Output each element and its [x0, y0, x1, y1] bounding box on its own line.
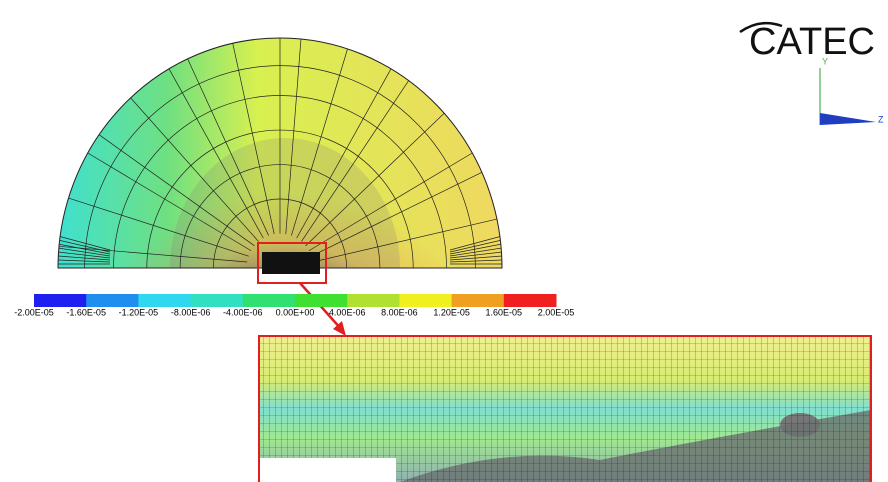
colorbar-label: -1.60E-05: [66, 307, 106, 317]
z-axis-label: Z: [878, 114, 884, 124]
colorbar-label: 1.60E-05: [486, 307, 523, 317]
colorbar-segment: [86, 294, 139, 307]
colorbar-label: 2.00E-05: [538, 307, 575, 317]
colorbar-segment: [191, 294, 244, 307]
inset-void: [260, 458, 396, 482]
colorbar-segment: [504, 294, 557, 307]
colorbar-label: -2.00E-05: [14, 307, 54, 317]
colorbar-label: 8.00E-06: [381, 307, 418, 317]
colorbar-segment: [295, 294, 348, 307]
colorbar-segment: [452, 294, 505, 307]
colorbar-label: 4.00E-06: [329, 307, 366, 317]
colorbar-label: -8.00E-06: [171, 307, 211, 317]
colorbar-label: -4.00E-06: [223, 307, 263, 317]
colorbar-segment: [138, 294, 191, 307]
logo: CATEC: [749, 21, 875, 63]
colorbar-segment: [347, 294, 400, 307]
y-axis-label: Y: [822, 56, 828, 66]
viewport: -2.00E-05 -1.60E-05 -1.20E-05 -8.00E-06 -4.0…: [0, 0, 888, 482]
z-axis-arrow: [820, 113, 876, 125]
zoom-inset: [259, 336, 871, 482]
colorbar-segment: [34, 294, 87, 307]
colorbar-segment: [399, 294, 452, 307]
colorbar-label: 0.00E+00: [276, 307, 315, 317]
dense-mesh: [262, 252, 320, 274]
colorbar: -2.00E-05 -1.60E-05 -1.20E-05 -8.00E-06 -4.0…: [14, 294, 574, 317]
colorbar-segment: [243, 294, 296, 307]
colorbar-label: 1.20E-05: [433, 307, 470, 317]
colorbar-label: -1.20E-05: [119, 307, 159, 317]
